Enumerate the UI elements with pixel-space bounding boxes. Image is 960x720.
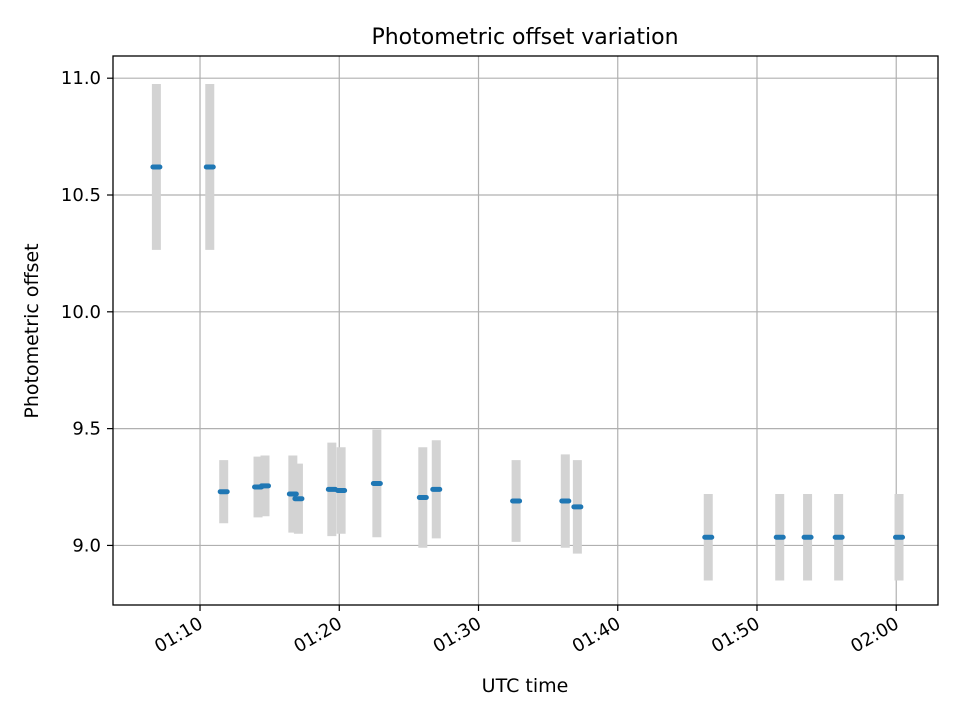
x-axis-label: UTC time	[482, 675, 569, 697]
y-axis-label: Photometric offset	[21, 243, 43, 418]
y-tick-label: 9.5	[72, 419, 101, 440]
y-tick-label: 11.0	[61, 68, 101, 89]
y-tick-label: 10.5	[61, 185, 101, 206]
y-tick-label: 10.0	[61, 302, 101, 323]
data-points	[150, 164, 906, 540]
chart-title: Photometric offset variation	[371, 25, 678, 50]
y-ticks: 9.0 9.5 10.0 10.5 11.0	[61, 68, 113, 556]
grid	[113, 56, 938, 605]
y-tick-label: 9.0	[72, 535, 101, 556]
plot-frame	[112, 55, 939, 606]
